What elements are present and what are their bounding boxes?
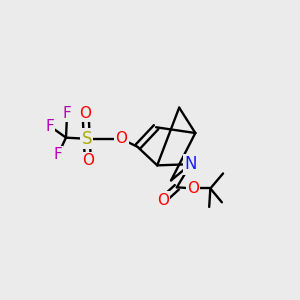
Text: O: O	[82, 153, 94, 168]
Text: F: F	[45, 118, 54, 134]
Text: O: O	[187, 181, 199, 196]
Text: O: O	[157, 193, 169, 208]
Text: F: F	[63, 106, 71, 121]
Text: O: O	[116, 131, 128, 146]
Text: N: N	[184, 155, 197, 173]
Text: S: S	[82, 130, 92, 148]
Text: F: F	[53, 148, 62, 163]
Text: O: O	[80, 106, 92, 121]
